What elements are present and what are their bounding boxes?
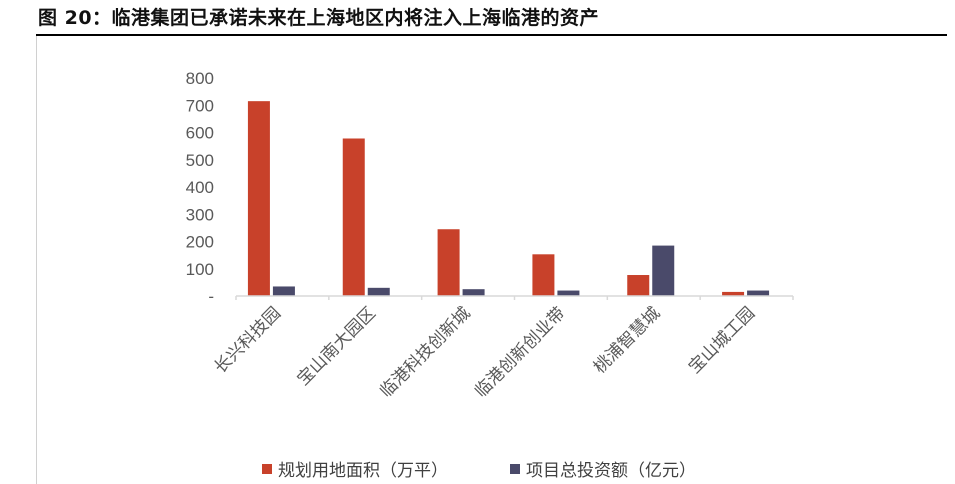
legend-label-investment: 项目总投资额（亿元） — [526, 461, 696, 481]
x-tick-label: 长兴科技园 — [211, 303, 285, 377]
y-tick-label: 600 — [186, 124, 214, 143]
y-tick-label: 100 — [186, 260, 214, 279]
bar — [272, 286, 295, 296]
bar — [462, 289, 485, 296]
bar — [437, 229, 460, 296]
bars — [247, 101, 770, 296]
y-tick-label: 800 — [186, 69, 214, 88]
y-tick-label: - — [208, 287, 214, 306]
figure-title: 图 20：临港集团已承诺未来在上海地区内将注入上海临港的资产 — [38, 7, 600, 29]
legend-swatch-area — [262, 463, 272, 474]
bar — [627, 275, 650, 296]
x-axis-ticks — [235, 296, 794, 300]
legend-item-investment: 项目总投资额（亿元） — [510, 456, 696, 481]
bar — [557, 290, 580, 296]
bar — [532, 254, 555, 296]
title-divider — [36, 34, 947, 36]
bar — [342, 138, 365, 296]
y-tick-label: 700 — [186, 96, 214, 115]
bar — [652, 245, 675, 296]
bar — [367, 287, 390, 296]
y-tick-label: 200 — [186, 233, 214, 252]
x-tick-label: 临港科技创新城 — [376, 303, 474, 401]
y-tick-label: 300 — [186, 205, 214, 224]
x-tick-label: 临港创新创业带 — [471, 303, 569, 401]
y-axis-labels: - 100 200 300 400 500 600 700 800 — [186, 69, 214, 306]
x-tick-label: 宝山城工园 — [685, 303, 759, 377]
bar — [247, 101, 270, 296]
bar — [722, 291, 745, 296]
x-tick-label: 桃浦智慧城 — [590, 303, 664, 377]
y-tick-label: 400 — [186, 178, 214, 197]
legend-swatch-investment — [510, 463, 520, 474]
legend-label-area: 规划用地面积（万平） — [278, 461, 448, 481]
x-tick-label: 宝山南大园区 — [294, 303, 380, 389]
y-tick-label: 500 — [186, 151, 214, 170]
chart-legend: 规划用地面积（万平） 项目总投资额（亿元） — [0, 456, 955, 481]
bar-chart: - 100 200 300 400 500 600 700 800 长兴科技园 宝山南大园区临港科… — [186, 69, 794, 402]
frame-border — [36, 36, 37, 484]
legend-item-area: 规划用地面积（万平） — [262, 456, 448, 481]
bar — [747, 290, 770, 296]
